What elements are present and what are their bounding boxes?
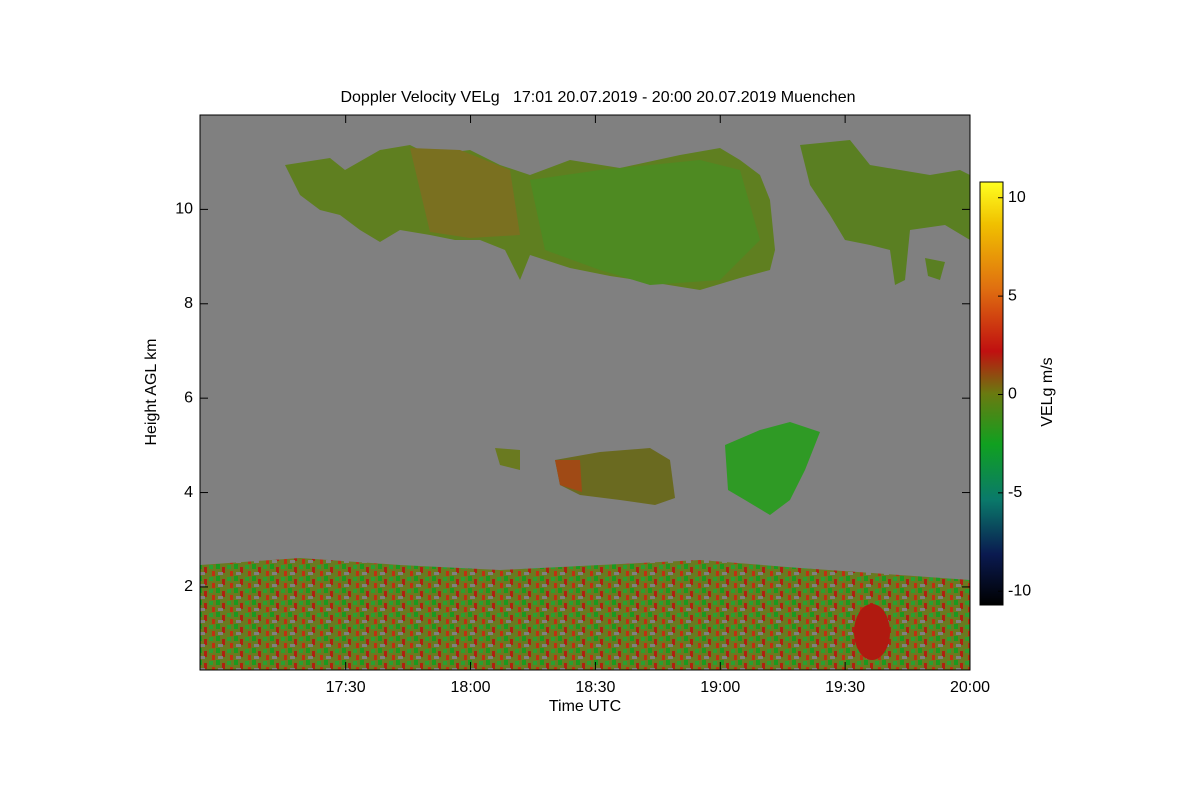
x-tick-label: 20:00 (950, 679, 990, 696)
y-tick-label: 6 (184, 389, 193, 406)
plot-area (199, 114, 971, 671)
x-tick-label: 18:30 (575, 679, 615, 696)
y-tick-label: 4 (184, 484, 193, 501)
boundary-layer (854, 604, 890, 660)
boundary-layer (200, 558, 970, 670)
y-tick-label: 8 (184, 295, 193, 312)
colorbar-tick-label: 5 (1008, 287, 1017, 304)
colorbar-tick-label: 10 (1008, 189, 1026, 206)
colorbar-tick-label: -5 (1008, 484, 1022, 501)
y-tick-label: 2 (184, 578, 193, 595)
x-tick-label: 17:30 (326, 679, 366, 696)
cloud (925, 258, 945, 280)
colorbar (979, 181, 1004, 606)
x-tick-label: 19:30 (825, 679, 865, 696)
plot-frame (199, 114, 971, 671)
cloud (495, 448, 520, 470)
y-axis-label: Height AGL km (143, 338, 160, 445)
x-tick-label: 18:00 (451, 679, 491, 696)
cloud (555, 460, 582, 492)
colorbar-tick-label: 0 (1008, 386, 1017, 403)
cloud (800, 140, 970, 285)
cloud (530, 160, 760, 285)
cloud (410, 148, 520, 238)
y-tick-label: 10 (175, 201, 193, 218)
x-axis-label: Time UTC (549, 698, 621, 715)
colorbar-label: VELg m/s (1039, 357, 1056, 426)
chart-title: Doppler Velocity VELg 17:01 20.07.2019 -… (340, 89, 855, 106)
cloud (725, 422, 820, 515)
colorbar-tick-label: -10 (1008, 582, 1031, 599)
x-tick-label: 19:00 (700, 679, 740, 696)
cloud (555, 448, 675, 505)
